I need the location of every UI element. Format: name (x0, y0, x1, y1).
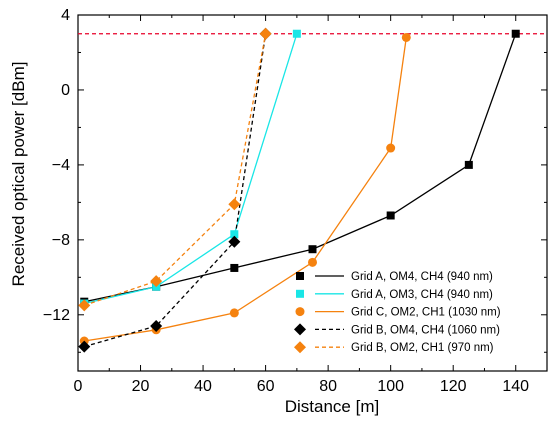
series-3-point (401, 32, 411, 42)
plot-frame (77, 14, 548, 372)
x-tick-label: 80 (319, 378, 337, 395)
series-3-point (308, 257, 317, 267)
series-5-point (150, 275, 163, 288)
series-1-point (464, 160, 473, 169)
series-4-point (228, 235, 241, 248)
series-5-point (78, 299, 91, 312)
legend-marker (295, 307, 305, 317)
legend-entry-label: Grid B, OM2, CH1 (970 nm) (351, 342, 494, 354)
y-tick-label: 0 (61, 82, 70, 99)
y-axis-label: Received optical power [dBm] (9, 62, 28, 287)
series-1-point (230, 263, 239, 272)
legend-entry-label: Grid B, OM4, CH4 (1060 nm) (351, 324, 500, 336)
series-2-point (292, 29, 301, 38)
x-tick-label: 40 (194, 378, 212, 395)
series-1-point (308, 245, 317, 254)
legend-marker (296, 272, 304, 280)
series-line-2 (84, 33, 298, 305)
x-tick-label: 120 (440, 378, 467, 395)
series-1-point (386, 211, 395, 220)
y-tick-label: 4 (61, 7, 70, 24)
legend-entry-label: Grid A, OM3, CH4 (940 nm) (351, 289, 493, 301)
series-line-4 (84, 33, 267, 348)
legend-marker (294, 323, 306, 336)
x-tick-label: 100 (377, 378, 404, 395)
x-tick-label: 60 (257, 378, 275, 395)
x-tick-label: 140 (502, 378, 529, 395)
series-3-point (229, 308, 239, 318)
legend-marker (294, 341, 306, 354)
y-tick-label: −12 (43, 307, 70, 324)
series-4-point (150, 320, 163, 333)
series-3-point (386, 143, 396, 153)
legend-entry-label: Grid C, OM2, CH1 (1030 nm) (351, 307, 501, 319)
legend-marker (296, 289, 304, 298)
series-1-point (511, 29, 520, 38)
y-tick-label: −4 (52, 157, 70, 174)
series-2-point (230, 230, 239, 239)
x-tick-label: 0 (74, 378, 83, 395)
series-5-point (259, 27, 272, 40)
series-5-point (228, 198, 241, 211)
series-4-point (78, 340, 91, 353)
series-line-1 (84, 33, 517, 303)
x-axis-label: Distance [m] (285, 397, 379, 416)
legend-entry-label: Grid A, OM4, CH4 (940 nm) (351, 271, 493, 283)
series-line-3 (84, 37, 407, 342)
y-tick-label: −8 (52, 232, 70, 249)
series-line-5 (84, 33, 267, 307)
x-tick-label: 20 (132, 378, 150, 395)
